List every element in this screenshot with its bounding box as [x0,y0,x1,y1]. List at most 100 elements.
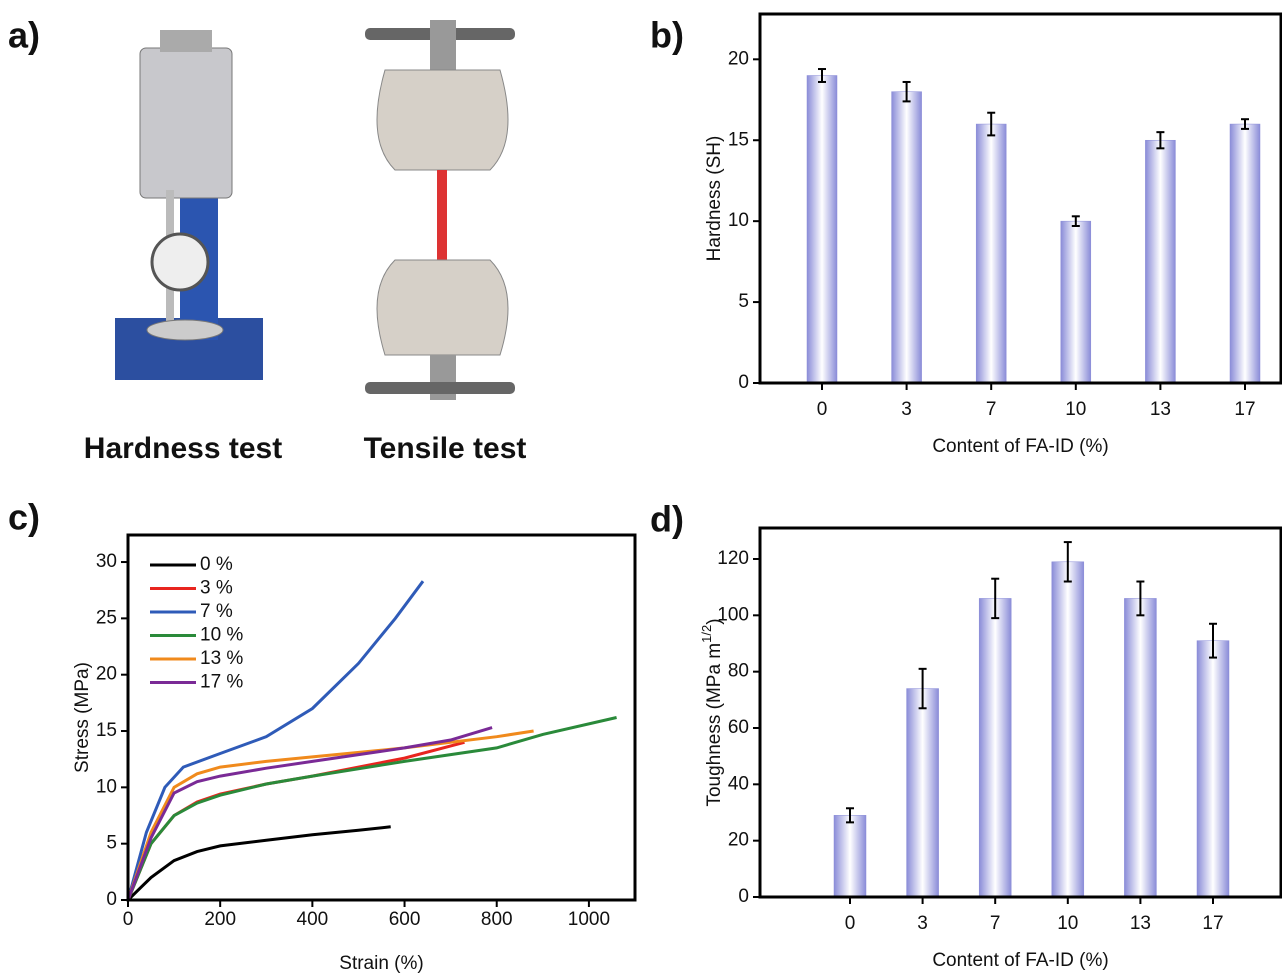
y-tick-label: 10 [728,210,749,231]
panel-label: c) [8,497,40,538]
specimen [437,170,447,260]
error-bar [987,111,996,137]
bar [891,91,922,384]
bar [1229,123,1261,384]
y-axis-label: Toughness (MPa m1/2) [699,618,725,806]
y-tick-label: 10 [96,776,117,797]
plot-frame [126,533,637,902]
plot-frame [758,526,1282,899]
bar [975,123,1007,384]
bar [1060,220,1092,384]
y-axis-label-text: Toughness (MPa m [704,643,725,807]
error-bar [1063,541,1072,583]
x-tick-label: 1000 [568,909,610,930]
bar [978,598,1012,898]
x-tick-label: 10 [1057,913,1078,934]
y-tick-label: 100 [717,604,749,625]
panel-label: d) [650,499,684,540]
error-bar [818,68,826,83]
y-tick-label: 20 [728,830,749,851]
upper-grip [376,69,509,171]
plot-frame [758,12,1282,385]
x-axis-label: Strain (%) [339,953,423,974]
shaft [430,20,456,70]
y-tick-label: 5 [738,291,749,312]
bar [1124,598,1157,898]
hardness-tester [115,30,263,380]
x-tick-label: 13 [1150,399,1171,420]
y-tick-label: 0 [738,372,749,393]
y-tick-label: 30 [96,551,117,572]
x-tick-label: 600 [389,909,421,930]
x-tick-label: 13 [1130,913,1151,934]
x-axis-label: Content of FA-ID (%) [932,950,1108,971]
bar [906,688,939,898]
y-tick-label: 20 [96,664,117,685]
cap [160,30,212,52]
error-bar [1209,622,1217,659]
y-tick-label: 15 [96,720,117,741]
y-tick-label: 60 [728,717,749,738]
error-bar [1071,215,1080,228]
line [126,729,534,901]
x-tick-label: 800 [481,909,513,930]
y-axis-label: Stress (MPa) [72,662,93,773]
y-axis-label-end: ) [704,618,725,624]
y-tick-label: 5 [106,833,117,854]
y-tick-label: 15 [728,129,749,150]
x-tick-label: 7 [990,913,1001,934]
y-tick-label: 120 [717,548,749,569]
legend-label: 3 % [200,578,233,599]
cylinder [139,47,233,199]
x-tick-label: 0 [123,909,134,930]
line [126,726,493,901]
error-bar [1241,118,1249,130]
y-tick-label: 0 [738,886,749,907]
bar [1196,640,1230,898]
panel-label: b) [650,15,684,56]
error-bar [846,807,854,824]
x-tick-label: 7 [986,399,997,420]
x-tick-label: 17 [1202,913,1223,934]
error-bar [902,80,911,103]
y-tick-label: 80 [728,661,749,682]
bar [806,75,838,384]
x-axis-label: Content of FA-ID (%) [932,436,1108,457]
x-tick-label: 200 [204,909,236,930]
error-bar [1156,131,1165,150]
line [126,740,465,901]
error-bar [991,577,1000,620]
panel-label: a) [8,15,40,56]
y-tick-label: 20 [728,48,749,69]
y-axis-label-sup: 1/2 [699,625,714,643]
x-tick-label: 0 [817,399,828,420]
y-tick-label: 0 [106,889,117,910]
x-tick-label: 3 [917,913,928,934]
anvil [146,319,224,341]
legend-label: 17 % [200,672,243,693]
legend-label: 7 % [200,601,233,622]
error-bar [1136,580,1145,617]
x-tick-label: 400 [297,909,329,930]
line [126,580,425,901]
panel-a: a) Hardness test Tensile test [8,15,526,465]
line [126,716,617,901]
x-tick-label: 17 [1234,399,1255,420]
bar [1051,561,1085,898]
caption: Tensile test [364,432,527,465]
x-tick-label: 3 [901,399,912,420]
x-tick-label: 10 [1065,399,1086,420]
legend-label: 10 % [200,625,243,646]
tensile-tester [365,20,515,400]
lower-grip [376,259,509,356]
bar [833,815,867,898]
caption: Hardness test [84,432,282,465]
y-tick-label: 25 [96,607,117,628]
y-tick-label: 40 [728,773,749,794]
error-bar [918,667,927,710]
y-axis-label: Hardness (SH) [704,136,725,262]
bar [365,382,515,394]
line [126,825,391,902]
legend-label: 13 % [200,648,243,669]
